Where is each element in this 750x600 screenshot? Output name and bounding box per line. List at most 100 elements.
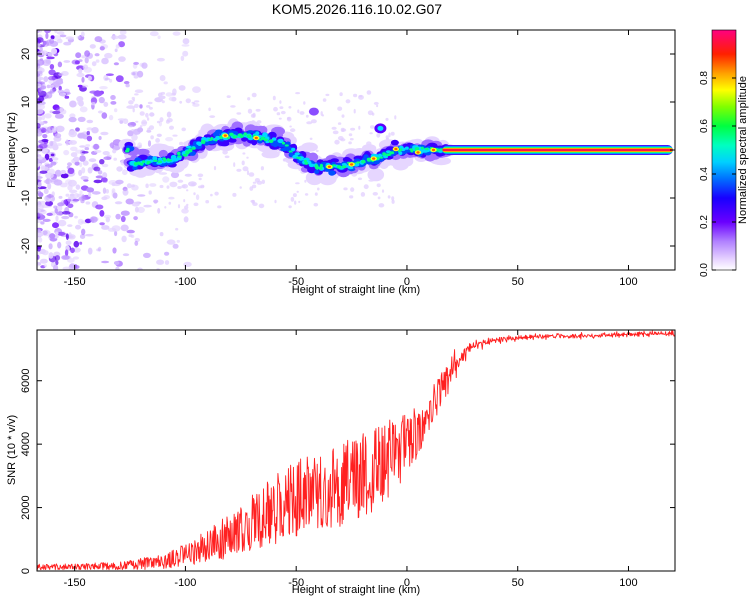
noise-blob [258,203,265,209]
noise-blob [108,114,114,121]
noise-blob [252,181,257,184]
noise-blob [134,93,139,96]
noise-blob [63,41,72,46]
ridge-blob [186,150,190,155]
noise-blob [55,231,59,236]
ridge-blob [166,158,170,162]
noise-blob [107,227,117,232]
noise-blob [58,195,63,199]
noise-blob [176,239,180,243]
noise-blob [101,225,110,230]
ridge-blob [361,159,366,164]
noise-blob [37,207,41,213]
noise-blob [210,193,213,197]
noise-blob [73,247,81,253]
noise-blob [247,97,251,101]
noise-blob [78,169,83,176]
noise-blob [65,233,69,240]
noise-blob [53,264,59,270]
noise-blob [117,34,127,40]
noise-blob [246,156,249,159]
noise-blob [304,193,309,196]
noise-blob [47,182,52,190]
ridge-blob [301,142,318,152]
noise-blob [79,145,86,148]
noise-blob [60,173,69,179]
noise-blob [115,213,121,220]
noise-blob [77,132,86,139]
noise-blob [146,117,150,121]
noise-blob [164,206,167,209]
noise-blob [70,146,78,152]
noise-blob [295,92,300,95]
noise-blob [169,181,178,188]
ridge-blob [328,170,336,176]
noise-blob [313,202,319,207]
noise-blob [99,86,108,90]
ridge-blob [182,153,188,157]
ridge-hotspot [254,136,258,140]
ridge-blob [243,132,247,136]
noise-blob [127,130,134,137]
noise-blob [57,61,63,68]
noise-blob [295,182,300,185]
ridge-hotspot [223,134,227,137]
y-tick-label: 2000 [20,495,32,519]
ridge-blob [177,151,181,156]
noise-blob [41,114,46,121]
noise-blob [79,190,83,195]
noise-blob [111,188,116,194]
noise-blob [65,240,72,245]
noise-blob [239,186,242,189]
noise-blob [54,113,64,119]
noise-blob [50,153,55,157]
noise-blob [120,210,130,216]
noise-blob [52,222,59,229]
noise-blob [273,106,278,112]
noise-blob [48,252,54,259]
noise-blob [73,240,80,248]
noise-blob [103,214,112,219]
noise-blob [128,100,134,105]
noise-blob [134,103,139,108]
x-tick-label: 50 [512,276,524,288]
noise-blob [357,177,363,181]
noise-blob [99,210,105,217]
ridge-blob [424,147,429,151]
noise-blob [172,134,178,137]
noise-blob [394,115,397,120]
noise-blob [159,184,164,189]
noise-blob [194,100,200,103]
noise-blob [191,183,195,186]
noise-blob [102,172,108,179]
noise-blob [370,125,375,129]
noise-blob [131,201,140,207]
ridge-blob [239,134,244,138]
noise-blob [184,205,189,210]
noise-blob [332,130,339,135]
noise-blob [249,186,254,191]
noise-blob [99,159,105,165]
x-tick-label: -50 [288,276,304,288]
noise-blob [272,95,276,101]
noise-blob [37,212,43,217]
snr-panel: -150 -100 -50 0 50 100 0 2000 4000 6000 Height o… [6,329,676,596]
snr-x-label: Height of straight line (km) [292,584,420,596]
noise-blob [38,143,48,149]
noise-blob [115,179,124,185]
noise-blob [109,78,113,83]
ridge-blob [390,139,399,146]
noise-blob [49,84,54,89]
x-tick-label: 100 [619,577,637,589]
noise-blob [376,104,379,108]
ridge-blob [215,135,221,141]
noise-blob [37,110,41,114]
noise-blob [305,114,309,118]
x-tick-label: -100 [174,577,196,589]
noise-blob [43,76,49,83]
noise-blob [38,95,44,102]
noise-blob [149,112,155,117]
noise-blob [115,266,120,270]
noise-blob [292,193,297,198]
y-tick-label: 0 [20,568,32,574]
